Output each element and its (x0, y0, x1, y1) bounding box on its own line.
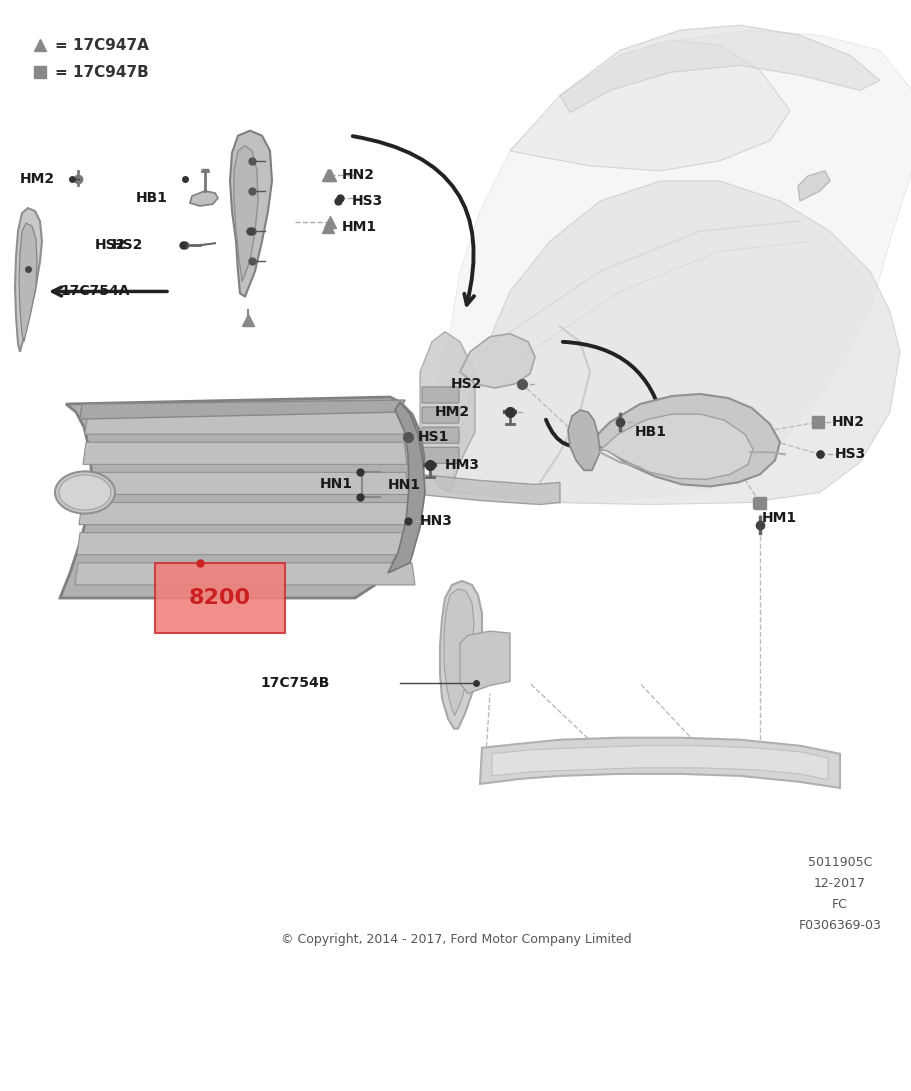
Polygon shape (75, 563, 415, 585)
Text: = 17C947B: = 17C947B (55, 64, 148, 80)
Text: HN1: HN1 (320, 478, 353, 491)
Polygon shape (230, 131, 271, 297)
Polygon shape (444, 589, 474, 716)
Polygon shape (797, 171, 829, 201)
Bar (155, 563, 284, 633)
Polygon shape (387, 401, 425, 573)
Polygon shape (79, 503, 411, 525)
Polygon shape (80, 400, 404, 419)
Polygon shape (449, 181, 899, 504)
Text: 8200: 8200 (189, 588, 251, 608)
Text: HN3: HN3 (420, 514, 453, 528)
Polygon shape (189, 191, 218, 206)
Text: HM2: HM2 (20, 172, 55, 185)
FancyBboxPatch shape (422, 428, 458, 443)
Text: = 17C947A: = 17C947A (55, 38, 148, 52)
Text: HS2: HS2 (95, 238, 126, 252)
Polygon shape (599, 415, 752, 479)
Polygon shape (15, 208, 42, 351)
Polygon shape (568, 410, 599, 470)
Polygon shape (19, 224, 37, 341)
Text: © Copyright, 2014 - 2017, Ford Motor Company Limited: © Copyright, 2014 - 2017, Ford Motor Com… (281, 933, 630, 946)
Text: HS3: HS3 (834, 447, 865, 461)
Polygon shape (491, 746, 827, 780)
Text: FORD - FL3Z-8200-EA    N - 8200: FORD - FL3Z-8200-EA N - 8200 (128, 1026, 783, 1060)
Text: HM1: HM1 (762, 511, 796, 525)
Text: HS3: HS3 (352, 194, 383, 208)
Polygon shape (479, 738, 839, 788)
Polygon shape (83, 442, 406, 465)
Polygon shape (81, 472, 408, 494)
Polygon shape (459, 632, 509, 694)
Polygon shape (77, 532, 413, 555)
Polygon shape (420, 332, 475, 492)
FancyBboxPatch shape (422, 407, 458, 423)
Text: HB1: HB1 (136, 191, 168, 205)
Polygon shape (439, 580, 482, 729)
Text: HS2: HS2 (450, 376, 482, 391)
Text: HN2: HN2 (342, 168, 374, 182)
Ellipse shape (55, 471, 115, 514)
Text: HS2: HS2 (111, 238, 143, 252)
Text: 5011905C
12-2017
FC
F0306369-03: 5011905C 12-2017 FC F0306369-03 (798, 856, 880, 933)
Polygon shape (559, 25, 879, 112)
Text: 17C754A: 17C754A (60, 285, 129, 299)
Text: HN1: HN1 (387, 479, 421, 492)
Polygon shape (60, 397, 424, 598)
Polygon shape (459, 334, 535, 388)
Text: HM1: HM1 (342, 220, 377, 235)
Ellipse shape (59, 475, 111, 511)
Polygon shape (85, 412, 404, 434)
Text: HM3: HM3 (445, 458, 479, 472)
FancyBboxPatch shape (422, 387, 458, 403)
Text: 17C754B: 17C754B (261, 676, 330, 691)
Polygon shape (234, 146, 258, 281)
FancyBboxPatch shape (422, 447, 458, 464)
Polygon shape (420, 475, 559, 504)
Text: HB1: HB1 (634, 425, 666, 440)
Text: HS1: HS1 (417, 430, 449, 444)
Text: HM2: HM2 (435, 405, 469, 419)
Polygon shape (420, 31, 911, 503)
Polygon shape (589, 394, 779, 487)
Polygon shape (509, 40, 789, 171)
Text: HN2: HN2 (831, 415, 864, 429)
